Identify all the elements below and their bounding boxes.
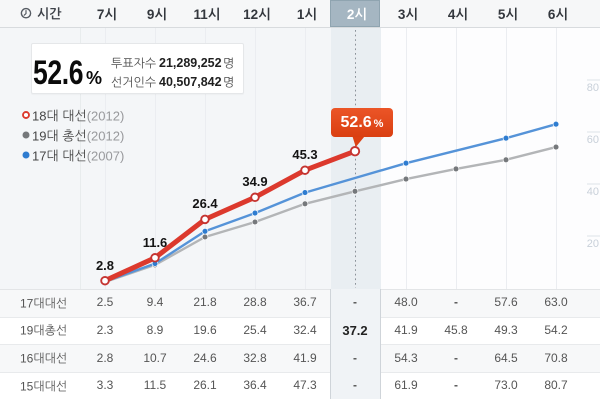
svg-text:16: 16 <box>20 351 34 365</box>
svg-text:(2012): (2012) <box>87 128 125 143</box>
svg-text:2: 2 <box>346 6 354 21</box>
svg-text:12: 12 <box>243 6 258 21</box>
svg-text:1: 1 <box>296 6 304 21</box>
svg-text:7: 7 <box>96 6 104 21</box>
svg-text:6: 6 <box>547 6 555 21</box>
svg-text:(2007): (2007) <box>87 148 125 163</box>
svg-text:19: 19 <box>20 324 34 338</box>
svg-text:5: 5 <box>497 6 505 21</box>
svg-text:9: 9 <box>146 6 154 21</box>
svg-text:17: 17 <box>20 296 34 310</box>
svg-text:(2012): (2012) <box>87 108 125 123</box>
svg-text:15: 15 <box>20 379 34 393</box>
svg-text:17: 17 <box>32 148 46 163</box>
svg-text:4: 4 <box>447 6 455 21</box>
svg-text:18: 18 <box>32 108 46 123</box>
svg-text:11: 11 <box>193 6 208 21</box>
svg-text:3: 3 <box>397 6 405 21</box>
svg-text:19: 19 <box>32 128 46 143</box>
